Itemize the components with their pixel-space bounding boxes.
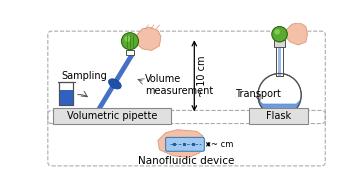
Text: Sampling: Sampling (61, 71, 107, 81)
FancyBboxPatch shape (249, 108, 308, 124)
Text: Volume
measurement: Volume measurement (145, 74, 213, 96)
Polygon shape (158, 130, 204, 157)
Polygon shape (136, 27, 161, 50)
Text: Nanofluidic device: Nanofluidic device (138, 156, 235, 166)
Bar (173, 143, 177, 146)
Ellipse shape (108, 79, 121, 89)
Text: Volumetric pipette: Volumetric pipette (67, 111, 157, 121)
Circle shape (274, 29, 280, 35)
Bar (276, 45, 283, 76)
FancyBboxPatch shape (53, 108, 171, 124)
Circle shape (272, 26, 287, 42)
Bar (192, 143, 195, 146)
Text: Transport: Transport (235, 89, 281, 99)
Bar (183, 143, 186, 146)
Circle shape (258, 74, 301, 117)
Bar (59, 82, 74, 105)
Polygon shape (286, 23, 308, 45)
Circle shape (124, 36, 131, 42)
Text: ~ cm: ~ cm (211, 140, 233, 149)
Bar (274, 40, 285, 46)
Polygon shape (258, 100, 301, 117)
Bar (276, 45, 283, 76)
Bar (126, 50, 134, 55)
FancyBboxPatch shape (166, 137, 204, 151)
Text: ~ 10 cm: ~ 10 cm (197, 55, 207, 97)
Text: Flask: Flask (266, 111, 291, 121)
Bar (59, 82, 74, 105)
Bar (278, 46, 281, 76)
Circle shape (122, 33, 138, 50)
Bar (60, 90, 73, 105)
